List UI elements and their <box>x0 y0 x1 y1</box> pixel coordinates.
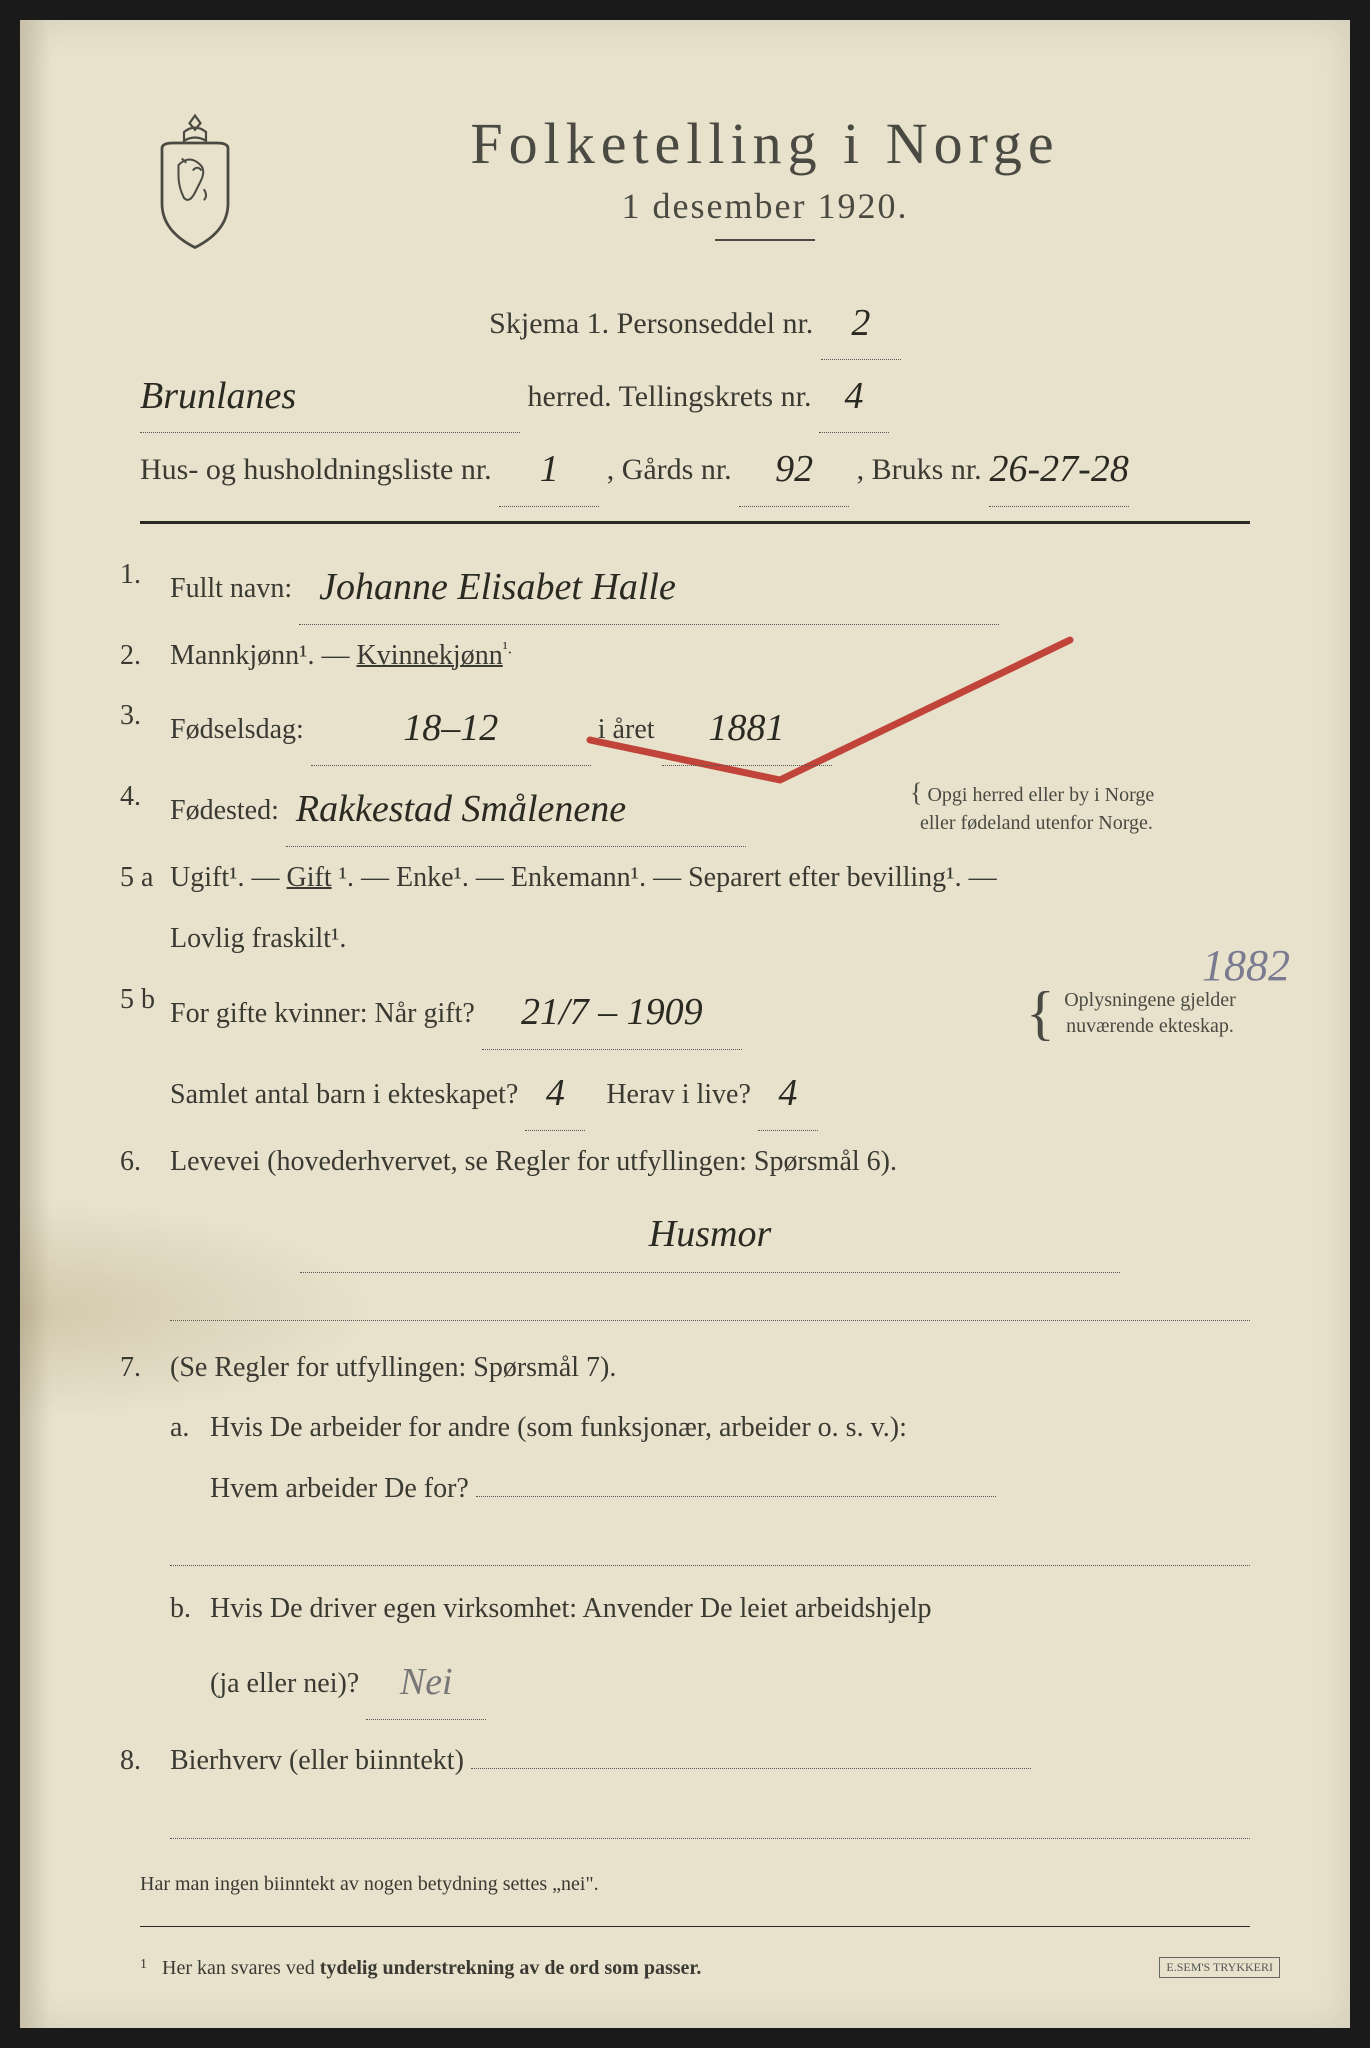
hushold-label: Hus- og husholdningsliste nr. <box>140 453 492 486</box>
q7b: b. Hvis De driver egen virksomhet: Anven… <box>140 1582 1250 1637</box>
q5a: 5 a Ugift¹. — Gift ¹. — Enke¹. — Enkeman… <box>140 851 1250 906</box>
q2-suffix: ¹. <box>503 638 512 657</box>
q5a-line2-text: Lovlig fraskilt¹. <box>170 923 346 954</box>
qnum-5a: 5 a <box>120 851 160 906</box>
personseddel-nr: 2 <box>821 287 901 360</box>
herred-name: Brunlanes <box>140 360 520 433</box>
q4-note1: Opgi herred eller by i Norge <box>927 784 1154 806</box>
q7a-field <box>476 1496 996 1497</box>
qnum-5b: 5 b <box>120 973 160 1028</box>
q4-label: Fødested: <box>170 795 279 826</box>
q5a-pre: Ugift¹. — <box>170 862 287 893</box>
q5b-label3: Herav i live? <box>606 1079 751 1110</box>
q6-value-line: Husmor <box>140 1195 1250 1270</box>
q8-field <box>471 1768 1031 1769</box>
q7b-value: Nei <box>366 1645 486 1720</box>
q4-value: Rakkestad Smålenene <box>286 772 746 847</box>
q7b2: (ja eller nei)? Nei <box>140 1643 1250 1718</box>
q5b-total: 4 <box>525 1056 585 1131</box>
skjema-line: Skjema 1. Personseddel nr. 2 <box>140 285 1250 358</box>
q5b-alive: 4 <box>758 1056 818 1131</box>
q8-label: Bierhverv (eller biinntekt) <box>170 1745 464 1776</box>
qnum-8: 8. <box>120 1734 160 1789</box>
q6-label: Levevei (hovederhvervet, se Regler for u… <box>170 1146 897 1177</box>
hushold-line: Hus- og husholdningsliste nr. 1 , Gårds … <box>140 431 1250 504</box>
qnum-1: 1. <box>120 548 160 603</box>
census-form-page: Folketelling i Norge 1 desember 1920. Sk… <box>20 20 1350 2028</box>
q5a-line2: Lovlig fraskilt¹. <box>140 912 1250 967</box>
herred-label: herred. Tellingskrets nr. <box>528 380 812 413</box>
title-divider <box>715 239 815 241</box>
q6: 6. Levevei (hovederhvervet, se Regler fo… <box>140 1135 1250 1190</box>
skjema-label: Skjema 1. Personseddel nr. <box>489 307 813 340</box>
q7b-text: Hvis De driver egen virksomhet: Anvender… <box>210 1593 932 1624</box>
q4: 4. Fødested: Rakkestad Smålenene { Opgi … <box>140 770 1250 845</box>
gards-nr: 92 <box>739 433 849 506</box>
gards-label: , Gårds nr. <box>607 453 732 486</box>
q3-label-b: i året <box>598 714 655 745</box>
q3-label-a: Fødselsdag: <box>170 714 304 745</box>
page-subtitle: 1 desember 1920. <box>280 185 1250 227</box>
q6-blank-line <box>170 1291 1250 1321</box>
q2-value: Kvinnekjønn <box>357 640 503 671</box>
q7a2-text: Hvem arbeider De for? <box>210 1473 469 1504</box>
q7a2: Hvem arbeider De for? <box>140 1462 1250 1517</box>
q1: 1. Fullt navn: Johanne Elisabet Halle <box>140 548 1250 623</box>
qnum-7: 7. <box>120 1341 160 1396</box>
q7: 7. (Se Regler for utfyllingen: Spørsmål … <box>140 1341 1250 1396</box>
q3-year: 1881 <box>662 691 832 766</box>
qnum-4: 4. <box>120 770 160 825</box>
footer-note1: Har man ingen biinntekt av nogen betydni… <box>140 1873 1250 1896</box>
q5a-selected: Gift <box>287 862 332 893</box>
q7a-text: Hvis De arbeider for andre (som funksjon… <box>210 1412 907 1443</box>
qnum-6: 6. <box>120 1135 160 1190</box>
herred-line: Brunlanes herred. Tellingskrets nr. 4 <box>140 358 1250 431</box>
q4-note2: eller fødeland utenfor Norge. <box>920 812 1153 834</box>
hushold-nr: 1 <box>499 433 599 506</box>
q2: 2. Mannkjønn¹. — Kvinnekjønn¹. <box>140 629 1250 684</box>
q2-label: Mannkjønn¹. — <box>170 640 357 671</box>
bruks-label: , Bruks nr. <box>857 453 982 486</box>
q1-value: Johanne Elisabet Halle <box>299 550 999 625</box>
printer-mark: E.SEM'S TRYKKERI <box>1159 1957 1280 1978</box>
q5b-label2: Samlet antal barn i ekteskapet? <box>170 1079 518 1110</box>
header: Folketelling i Norge 1 desember 1920. <box>140 110 1250 265</box>
q7b2-text: (ja eller nei)? <box>210 1668 359 1699</box>
q8-blank-line <box>170 1809 1250 1839</box>
q5b-bracket: Oplysningene gjelder nuværende ekteskap. <box>1050 987 1250 1039</box>
heavy-divider <box>140 521 1250 524</box>
tellingskrets-nr: 4 <box>819 360 889 433</box>
coat-of-arms-icon <box>140 110 250 250</box>
q6-value: Husmor <box>300 1197 1120 1272</box>
q7-label: (Se Regler for utfyllingen: Spørsmål 7). <box>170 1352 616 1383</box>
q5a-post: ¹. — Enke¹. — Enkemann¹. — Separert efte… <box>339 862 997 893</box>
qnum-2: 2. <box>120 629 160 684</box>
page-title: Folketelling i Norge <box>280 110 1250 177</box>
q5b-bracket-text: Oplysningene gjelder nuværende ekteskap. <box>1064 989 1236 1037</box>
q3-day: 18–12 <box>311 691 591 766</box>
q5b-label1: For gifte kvinner: Når gift? <box>170 998 475 1029</box>
footnote-rule <box>140 1926 1250 1927</box>
q5b-married: 21/7 – 1909 <box>482 975 742 1050</box>
q7a-blank-line <box>170 1536 1250 1566</box>
q3: 3. Fødselsdag: 18–12 i året 1881 <box>140 689 1250 764</box>
q7a: a. Hvis De arbeider for andre (som funks… <box>140 1401 1250 1456</box>
bruks-nr: 26-27-28 <box>989 433 1129 506</box>
qnum-3: 3. <box>120 689 160 744</box>
q5b: 5 b For gifte kvinner: Når gift? 21/7 – … <box>140 973 1250 1048</box>
q8: 8. Bierhverv (eller biinntekt) <box>140 1734 1250 1789</box>
q1-label: Fullt navn: <box>170 573 292 604</box>
q5b-line2: Samlet antal barn i ekteskapet? 4 Herav … <box>140 1054 1250 1129</box>
footer-note2: 1 Her kan svares ved tydelig understrekn… <box>140 1957 1250 1980</box>
